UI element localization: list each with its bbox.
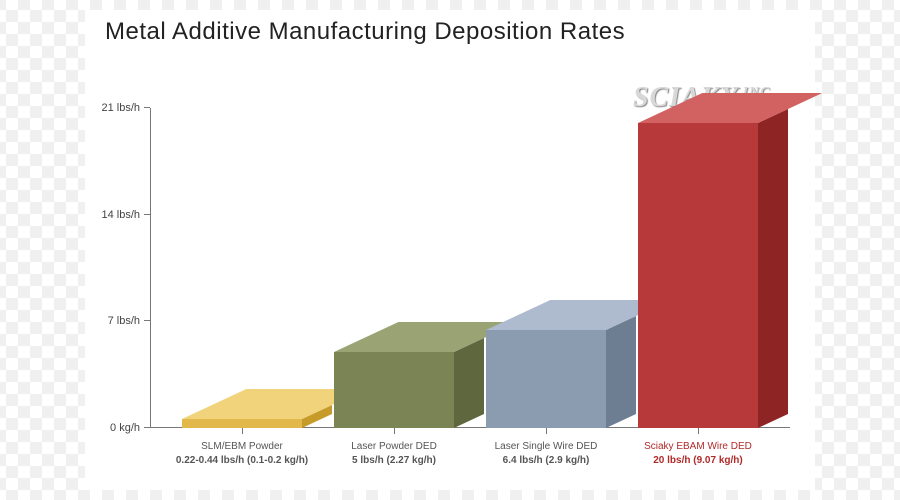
category-value: 5 lbs/h (2.27 kg/h) [319,454,469,468]
x-category-label: Laser Powder DED5 lbs/h (2.27 kg/h) [319,440,469,467]
bar-front [334,352,454,428]
bars-layer [150,108,790,428]
x-category-label: Sciaky EBAM Wire DED20 lbs/h (9.07 kg/h) [623,440,773,467]
plot-area: 0 kg/h7 lbs/h14 lbs/h21 lbs/hSLM/EBM Pow… [150,108,790,428]
y-tick-label: 14 lbs/h [101,209,140,221]
category-value: 6.4 lbs/h (2.9 kg/h) [471,454,621,468]
category-name: Laser Single Wire DED [471,440,621,454]
y-tick [144,107,150,108]
category-name: SLM/EBM Powder [167,440,317,454]
y-tick-label: 7 lbs/h [108,315,140,327]
chart-title: Metal Additive Manufacturing Deposition … [105,18,625,46]
category-value: 20 lbs/h (9.07 kg/h) [623,454,773,468]
y-tick [144,427,150,428]
category-value: 0.22-0.44 lbs/h (0.1-0.2 kg/h) [167,454,317,468]
chart-canvas: Metal Additive Manufacturing Deposition … [85,10,815,490]
y-tick-label: 0 kg/h [110,422,140,434]
bar-front [182,419,302,428]
bar-side [454,338,484,428]
bar-laser_wire [486,330,606,428]
y-tick [144,320,150,321]
bar-side [758,109,788,428]
y-tick-label: 21 lbs/h [101,102,140,114]
x-tick [698,428,699,434]
x-tick [394,428,395,434]
bar-front [486,330,606,428]
bar-laser_powder [334,352,454,428]
x-category-label: Laser Single Wire DED6.4 lbs/h (2.9 kg/h… [471,440,621,467]
y-tick [144,214,150,215]
x-tick [546,428,547,434]
bar-front [638,123,758,428]
bar-slm [182,419,302,428]
category-name: Sciaky EBAM Wire DED [623,440,773,454]
category-name: Laser Powder DED [319,440,469,454]
x-tick [242,428,243,434]
x-category-label: SLM/EBM Powder0.22-0.44 lbs/h (0.1-0.2 k… [167,440,317,467]
bar-side [606,316,636,428]
bar-sciaky [638,123,758,428]
